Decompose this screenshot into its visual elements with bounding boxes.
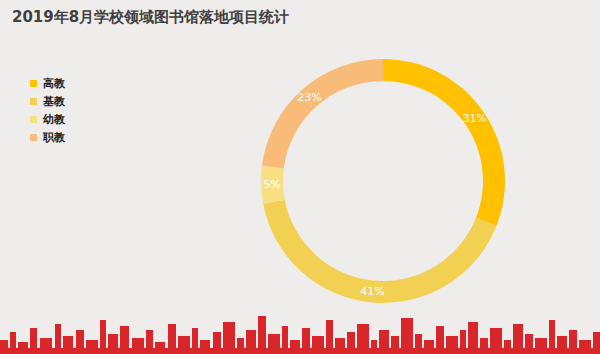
svg-text:5%: 5%	[263, 178, 280, 191]
svg-text:41%: 41%	[360, 285, 384, 298]
html-text:2019年8月学校领域图书馆落地项目统计: 2019年8月学校领域图书馆落地项目统计	[12, 8, 290, 26]
svg-text:23%: 23%	[297, 91, 321, 104]
html-text:职教: 职教	[43, 130, 65, 144]
html-text:幼教: 幼教	[43, 112, 65, 126]
svg-text:31%: 31%	[463, 112, 487, 125]
html-text:高教: 高教	[43, 76, 65, 90]
html-text:基教: 基教	[43, 94, 65, 108]
